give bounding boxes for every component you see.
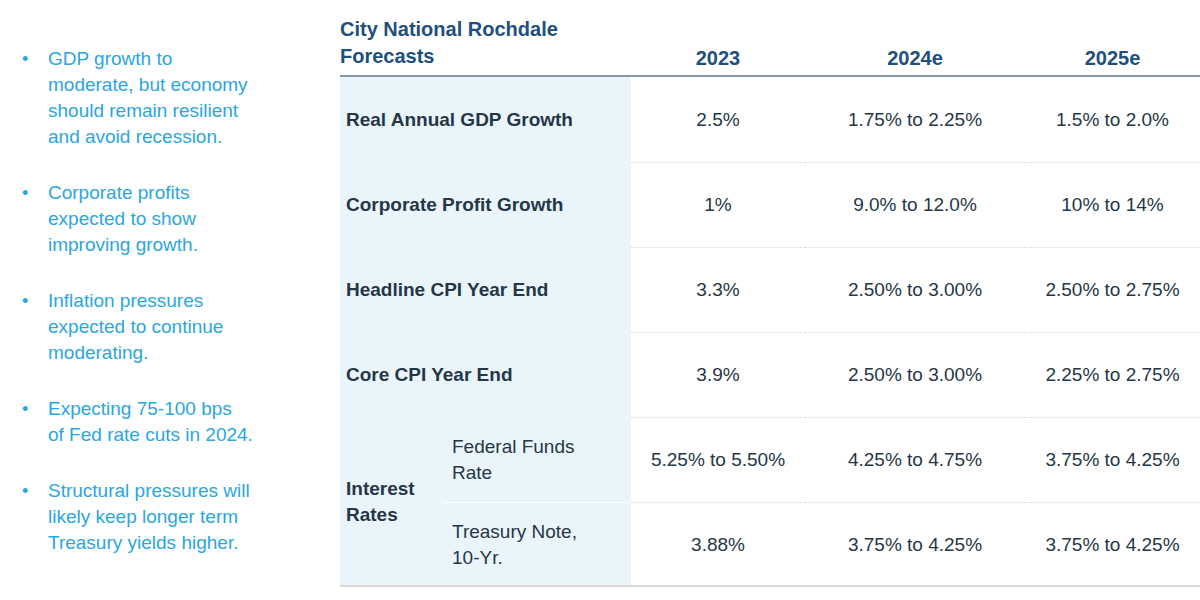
commentary-bullet-list: • GDP growth to moderate, but economy sh…: [22, 46, 327, 586]
table-row-core-cpi: Core CPI Year End 3.9% 2.50% to 3.00% 2.…: [340, 332, 1200, 417]
bullet-text: Expecting 75-100 bps of Fed rate cuts in…: [48, 396, 253, 448]
cell-2024e: 3.75% to 4.25%: [805, 502, 1025, 587]
cell-2025e: 3.75% to 4.25%: [1025, 417, 1200, 502]
table-row-corporate-profit-growth: Corporate Profit Growth 1% 9.0% to 12.0%…: [340, 162, 1200, 247]
bullet-text: Corporate profits expected to show impro…: [48, 180, 198, 258]
cell-2024e: 1.75% to 2.25%: [805, 77, 1025, 162]
column-header-2023: 2023: [631, 47, 805, 75]
bullet-text: Inflation pressures expected to continue…: [48, 288, 223, 366]
row-label: Real Annual GDP Growth: [340, 77, 631, 162]
cell-2025e: 3.75% to 4.25%: [1025, 502, 1200, 587]
column-header-2024e: 2024e: [805, 47, 1025, 75]
bullet-text: Structural pressures will likely keep lo…: [48, 478, 250, 556]
table-row-federal-funds-rate: Federal Funds Rate 5.25% to 5.50% 4.25% …: [340, 417, 1200, 502]
bullet-marker: •: [22, 478, 48, 556]
cell-2025e: 10% to 14%: [1025, 162, 1200, 247]
bullet-item: • Corporate profits expected to show imp…: [22, 180, 327, 258]
cell-2024e: 2.50% to 3.00%: [805, 247, 1025, 332]
cell-2024e: 9.0% to 12.0%: [805, 162, 1025, 247]
table-header-row: City National Rochdale Forecasts 2023 20…: [340, 0, 1200, 77]
cell-2025e: 2.25% to 2.75%: [1025, 332, 1200, 417]
bullet-text: GDP growth to moderate, but economy shou…: [48, 46, 248, 150]
cell-2023: 3.9%: [631, 332, 805, 417]
row-label: Core CPI Year End: [340, 332, 631, 417]
table-row-headline-cpi: Headline CPI Year End 3.3% 2.50% to 3.00…: [340, 247, 1200, 332]
cell-2024e: 2.50% to 3.00%: [805, 332, 1025, 417]
cell-2023: 5.25% to 5.50%: [631, 417, 805, 502]
cell-2023: 1%: [631, 162, 805, 247]
cell-2024e: 4.25% to 4.75%: [805, 417, 1025, 502]
row-group-label-interest-rates: Interest Rates: [340, 417, 443, 587]
table-title: City National Rochdale Forecasts: [340, 16, 631, 75]
cell-2023: 3.88%: [631, 502, 805, 587]
row-label: Corporate Profit Growth: [340, 162, 631, 247]
forecasts-table: City National Rochdale Forecasts 2023 20…: [340, 0, 1200, 587]
cell-2023: 3.3%: [631, 247, 805, 332]
row-sublabel: Federal Funds Rate: [443, 417, 631, 502]
bullet-marker: •: [22, 288, 48, 366]
row-label: Headline CPI Year End: [340, 247, 631, 332]
bullet-item: • Expecting 75-100 bps of Fed rate cuts …: [22, 396, 327, 448]
table-row-treasury-note-10yr: Treasury Note, 10-Yr. 3.88% 3.75% to 4.2…: [340, 502, 1200, 587]
bullet-item: • Inflation pressures expected to contin…: [22, 288, 327, 366]
bullet-item: • Structural pressures will likely keep …: [22, 478, 327, 556]
cell-2025e: 1.5% to 2.0%: [1025, 77, 1200, 162]
bullet-item: • GDP growth to moderate, but economy sh…: [22, 46, 327, 150]
bullet-marker: •: [22, 396, 48, 448]
bullet-marker: •: [22, 46, 48, 150]
row-sublabel: Treasury Note, 10-Yr.: [443, 502, 631, 587]
column-header-2025e: 2025e: [1025, 47, 1200, 75]
bullet-marker: •: [22, 180, 48, 258]
cell-2025e: 2.50% to 2.75%: [1025, 247, 1200, 332]
cell-2023: 2.5%: [631, 77, 805, 162]
table-body: Real Annual GDP Growth 2.5% 1.75% to 2.2…: [340, 77, 1200, 587]
table-row-real-gdp-growth: Real Annual GDP Growth 2.5% 1.75% to 2.2…: [340, 77, 1200, 162]
